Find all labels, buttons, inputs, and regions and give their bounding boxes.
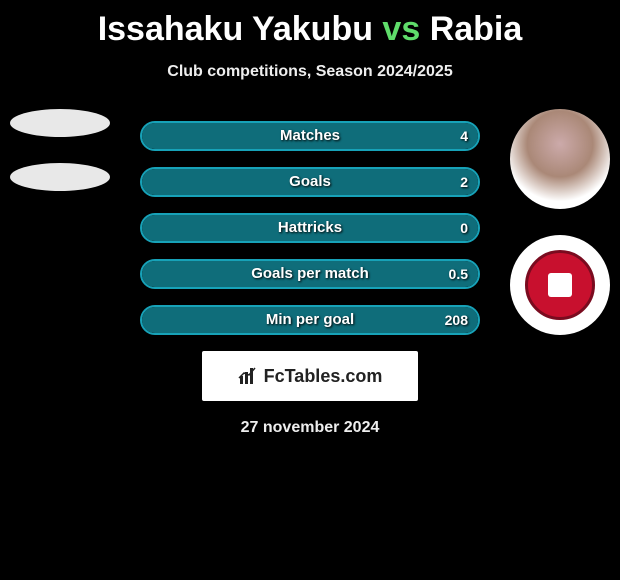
stat-label: Matches <box>142 123 478 149</box>
stat-bar: Hattricks 0 <box>140 213 480 243</box>
branding-text: FcTables.com <box>264 366 383 387</box>
left-player-column <box>10 109 110 217</box>
bar-chart-icon <box>238 366 258 386</box>
stat-bar: Goals 2 <box>140 167 480 197</box>
player1-photo-placeholder <box>10 109 110 137</box>
date-text: 27 november 2024 <box>0 419 620 437</box>
stat-right-value: 4 <box>460 123 468 149</box>
stat-label: Goals <box>142 169 478 195</box>
comparison-content: Matches 4 Goals 2 Hattricks 0 Goals per … <box>0 121 620 437</box>
stat-bar: Matches 4 <box>140 121 480 151</box>
stat-right-value: 0 <box>460 215 468 241</box>
player2-photo <box>510 109 610 209</box>
page-title: Issahaku Yakubu vs Rabia <box>0 0 620 49</box>
stat-label: Min per goal <box>142 307 478 333</box>
player2-club-crest <box>510 235 610 335</box>
stat-right-value: 208 <box>445 307 468 333</box>
stat-bar: Goals per match 0.5 <box>140 259 480 289</box>
player1-club-placeholder <box>10 163 110 191</box>
stat-right-value: 0.5 <box>449 261 468 287</box>
right-player-column <box>510 109 610 361</box>
stat-bar: Min per goal 208 <box>140 305 480 335</box>
branding-box: FcTables.com <box>202 351 418 401</box>
title-vs: vs <box>373 10 430 48</box>
title-player2: Rabia <box>430 10 523 48</box>
stats-bars: Matches 4 Goals 2 Hattricks 0 Goals per … <box>140 121 480 335</box>
stat-label: Hattricks <box>142 215 478 241</box>
subtitle: Club competitions, Season 2024/2025 <box>0 63 620 81</box>
stat-label: Goals per match <box>142 261 478 287</box>
crest-icon <box>510 235 610 335</box>
stat-right-value: 2 <box>460 169 468 195</box>
face-icon <box>510 109 610 209</box>
title-player1: Issahaku Yakubu <box>98 10 373 48</box>
